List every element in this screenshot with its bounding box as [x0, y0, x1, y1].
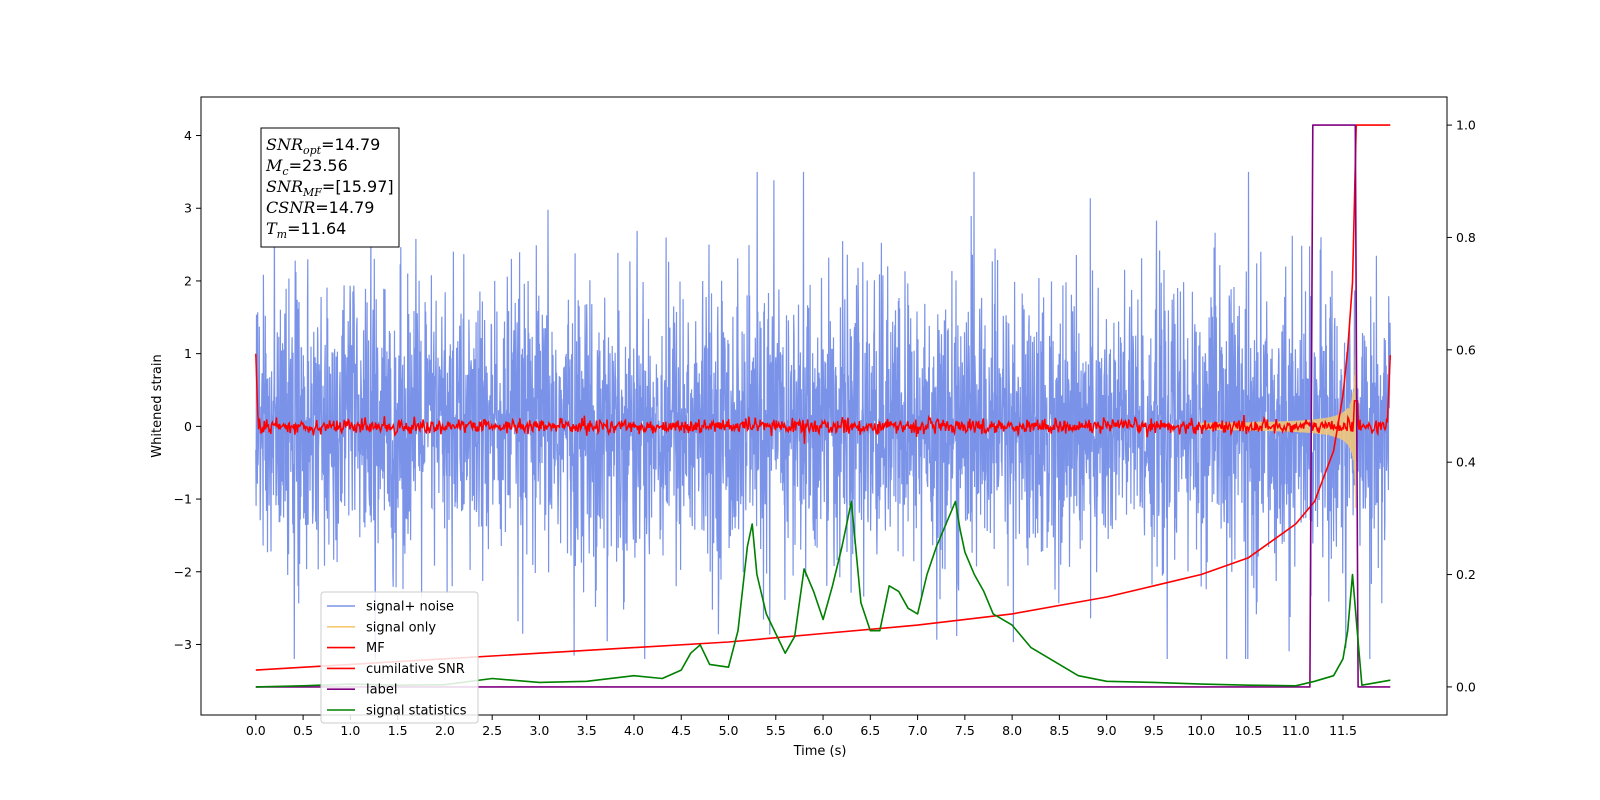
y-left-tick-label: −2 [174, 564, 192, 579]
x-tick-label: 7.5 [955, 723, 975, 738]
series-label [255, 124, 1391, 688]
legend-frame [320, 591, 479, 724]
series-signal-statistics [255, 500, 1391, 688]
legend-label: signal only [366, 620, 436, 635]
x-tick-label: 1.0 [340, 723, 360, 738]
annotation-line: Mc=23.56 [265, 156, 348, 178]
x-tick-label: 0.0 [246, 723, 266, 738]
x-axis: 0.0 0.5 1.0 1.5 2.0 2.5 3.0 3.5 4.0 4.5 5.0 5.5 6.0 6… [246, 715, 1357, 738]
x-tick-label: 5.5 [766, 723, 786, 738]
x-tick-label: 6.0 [813, 723, 833, 738]
y-left-tick-label: 0 [184, 419, 192, 434]
y-right-tick-label: 0.2 [1456, 567, 1476, 582]
legend-label: signal statistics [366, 704, 467, 719]
y-right-tick-label: 0.6 [1456, 342, 1476, 357]
legend-label: MF [366, 641, 385, 656]
x-tick-label: 11.0 [1282, 723, 1310, 738]
y-right-tick-label: 0.0 [1456, 679, 1476, 694]
legend-label: cumilative SNR [366, 662, 465, 677]
x-tick-label: 8.5 [1049, 723, 1069, 738]
x-tick-label: 8.0 [1002, 723, 1022, 738]
x-tick-label: 4.5 [671, 723, 691, 738]
x-tick-label: 2.5 [482, 723, 502, 738]
y-axis-left: 4 3 2 1 0 −1 −2 −3 [174, 128, 201, 652]
x-tick-label: 10.0 [1187, 723, 1215, 738]
series-cumulative-snr [255, 124, 1391, 671]
legend-label: signal+ noise [366, 600, 454, 615]
x-tick-label: 1.5 [388, 723, 408, 738]
x-axis-title: Time (s) [793, 744, 847, 759]
y-right-tick-label: 0.8 [1456, 230, 1476, 245]
y-right-tick-label: 0.4 [1456, 455, 1476, 470]
x-tick-label: 6.5 [860, 723, 880, 738]
x-tick-label: 3.0 [529, 723, 549, 738]
x-tick-label: 9.5 [1144, 723, 1164, 738]
annotation-line: SNRMF=[15.97] [266, 177, 394, 199]
legend-label: label [366, 683, 397, 698]
annotation-line: CSNR=14.79 [266, 198, 374, 217]
annotation-box: SNRopt=14.79Mc=23.56SNRMF=[15.97]CSNR=14… [260, 127, 400, 248]
annotation-line: SNRopt=14.79 [266, 135, 380, 157]
y-left-tick-label: −1 [174, 492, 192, 507]
y-left-tick-label: 1 [184, 346, 192, 361]
x-tick-label: 11.5 [1329, 723, 1357, 738]
y-right-tick-label: 1.0 [1456, 118, 1476, 133]
x-tick-label: 3.5 [577, 723, 597, 738]
annotation-frame [260, 127, 400, 248]
y-left-tick-label: 2 [184, 273, 192, 288]
x-tick-label: 0.5 [293, 723, 313, 738]
legend: signal+ noise signal only MF cumilative SNR… [320, 591, 479, 724]
x-tick-label: 9.0 [1097, 723, 1117, 738]
y-axis-title: Whitened strain [150, 354, 165, 457]
series-mf [255, 353, 1392, 444]
series-layer [255, 124, 1392, 688]
y-left-tick-label: 3 [184, 201, 192, 216]
x-tick-label: 5.0 [719, 723, 739, 738]
x-tick-label: 2.0 [435, 723, 455, 738]
x-tick-label: 7.0 [908, 723, 928, 738]
x-tick-label: 10.5 [1235, 723, 1263, 738]
y-left-tick-label: −3 [174, 637, 192, 652]
x-tick-label: 4.0 [624, 723, 644, 738]
series-signal-noise [255, 171, 1391, 660]
y-axis-right: 1.0 0.8 0.6 0.4 0.2 0.0 [1447, 118, 1476, 694]
plot-frame [200, 96, 1448, 716]
y-left-tick-label: 4 [184, 128, 192, 143]
annotation-line: Tm=11.64 [266, 219, 346, 241]
